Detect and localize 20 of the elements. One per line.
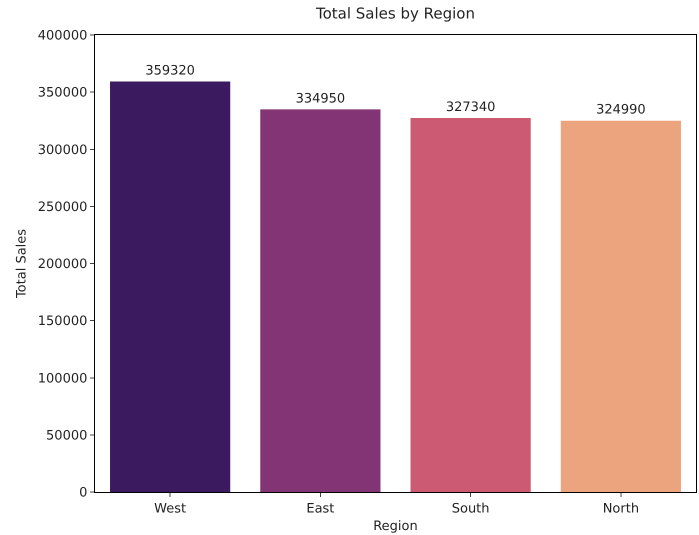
y-tick-label: 350000 (38, 86, 88, 101)
y-tick-label: 300000 (38, 142, 88, 158)
y-axis-title: Total Sales (14, 228, 30, 300)
y-tick-label: 200000 (38, 257, 88, 272)
x-tick-label: North (602, 502, 640, 517)
y-tick-label: 100000 (38, 371, 88, 386)
x-tick-label: West (154, 502, 186, 517)
data-label: 324990 (596, 102, 646, 118)
x-axis-title: Region (373, 519, 418, 534)
x-tick-label: South (452, 502, 490, 517)
y-tick-label: 150000 (38, 314, 88, 330)
data-label: 327340 (446, 100, 496, 116)
data-label: 359320 (145, 63, 195, 78)
y-tick-label: 400000 (38, 28, 88, 44)
x-tick-label: East (306, 502, 334, 517)
y-tick-label: 250000 (38, 200, 88, 215)
y-tick-label: 50000 (46, 428, 88, 444)
y-tick-label: 0 (79, 486, 88, 501)
chart-title: Total Sales by Region (314, 4, 476, 23)
data-label: 334950 (296, 91, 346, 106)
